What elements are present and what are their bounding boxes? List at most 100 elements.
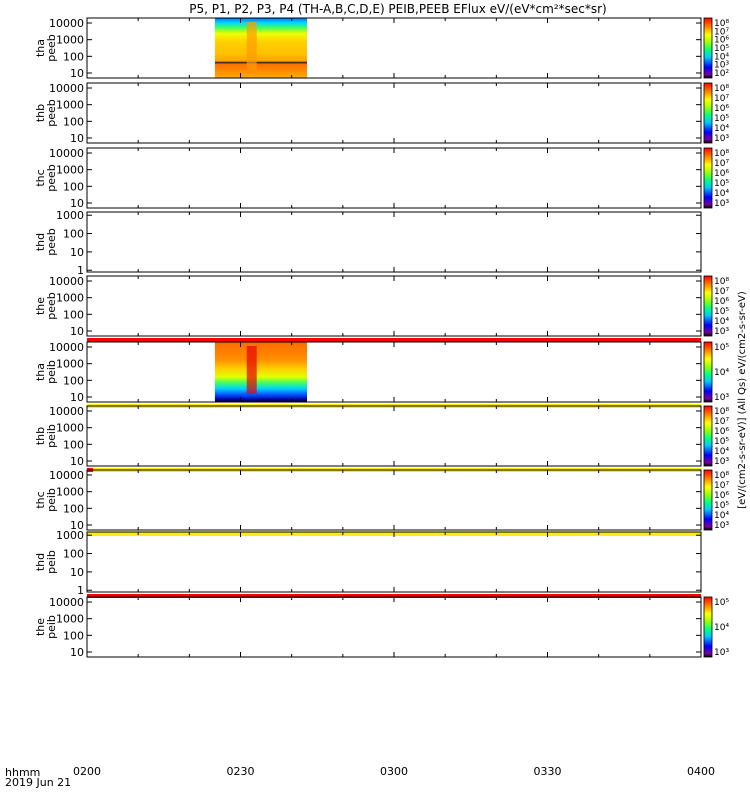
panel-frame — [86, 469, 702, 531]
colorbar-tick-label: 10⁸ — [714, 149, 729, 159]
colorbar-tick-label: 10⁷ — [714, 159, 729, 169]
colorbar-tick-label: 10⁵ — [714, 501, 729, 511]
colorbar-tick-label: 10³ — [714, 199, 729, 209]
y-axis-label: thb — [34, 104, 47, 122]
y-tick-label: 100 — [63, 50, 84, 63]
x-tick-label: 0200 — [73, 765, 101, 778]
colorbar — [703, 275, 713, 337]
y-axis-label: peeb — [45, 34, 58, 62]
y-tick-label: 1000 — [56, 99, 84, 112]
y-tick-label: 1000 — [56, 422, 84, 435]
y-axis-label: the — [34, 618, 47, 636]
y-tick-label: 100 — [63, 629, 84, 642]
colorbar-tick-label: 10³ — [714, 393, 729, 403]
panels: 10000100010010thapeeb10⁸10⁷10⁶10⁵10⁴10³1… — [34, 17, 729, 659]
colorbar-tick-label: 10⁷ — [714, 94, 729, 104]
y-tick-label: 10000 — [49, 341, 84, 354]
y-axis-label: peib — [45, 424, 58, 448]
y-axis-label: peib — [45, 488, 58, 512]
colorbar-tick-label: 10⁵ — [714, 114, 729, 124]
colorbar-tick-label: 10⁶ — [714, 491, 729, 501]
colorbar-tick-label: 10⁷ — [714, 27, 729, 37]
colorbar — [703, 82, 713, 144]
colorbar — [703, 469, 713, 531]
colorbar-tick-label: 10⁵ — [714, 437, 729, 447]
colorbar-tick-label: 10³ — [714, 61, 729, 71]
colorbar — [703, 17, 713, 79]
y-tick-label: 100 — [63, 228, 84, 241]
spectrogram-burst — [246, 22, 257, 70]
y-tick-label: 1000 — [56, 34, 84, 47]
y-tick-label: 10 — [70, 132, 84, 145]
y-axis-label: tha — [34, 363, 47, 381]
flag-bar — [87, 594, 701, 598]
colorbar-tick-label: 10⁵ — [714, 343, 729, 353]
y-tick-label: 1000 — [56, 486, 84, 499]
x-axis-label-line-1: hhmm — [5, 766, 40, 779]
y-axis-label: the — [34, 297, 47, 315]
y-tick-label: 10 — [70, 455, 84, 468]
y-tick-label: 100 — [63, 438, 84, 451]
y-tick-label: 100 — [63, 502, 84, 515]
colorbar-tick-label: 10⁶ — [714, 427, 729, 437]
spectrogram-burst — [246, 346, 257, 394]
panel-frame — [86, 596, 702, 658]
colorbar-tick-label: 10³ — [714, 457, 729, 467]
panel-frame — [86, 341, 702, 403]
colorbar-tick-label: 10⁸ — [714, 19, 729, 29]
y-tick-label: 100 — [63, 180, 84, 193]
colorbar-tick-label: 10⁴ — [714, 368, 729, 378]
y-tick-label: 100 — [63, 308, 84, 321]
colorbar — [703, 147, 713, 209]
y-tick-label: 1000 — [56, 358, 84, 371]
y-tick-label: 10000 — [49, 469, 84, 482]
y-axis-label: peeb — [45, 292, 58, 320]
colorbar-tick-label: 10⁶ — [714, 169, 729, 179]
flag-bar — [87, 338, 701, 342]
y-tick-label: 100 — [63, 115, 84, 128]
y-axis-label: thb — [34, 427, 47, 445]
y-axis-label: tha — [34, 39, 47, 57]
colorbar-tick-label: 10⁶ — [714, 104, 729, 114]
colorbar-tick-label: 10³ — [714, 134, 729, 144]
y-tick-label: 10 — [70, 646, 84, 659]
panel-frame — [86, 531, 702, 593]
y-axis-label: thd — [34, 233, 47, 251]
colorbar-tick-label: 10⁴ — [714, 447, 729, 457]
x-tick-label: 0230 — [227, 765, 255, 778]
y-tick-label: 1 — [77, 584, 84, 597]
y-tick-label: 1000 — [56, 529, 84, 542]
colorbar — [703, 405, 713, 467]
y-tick-label: 10000 — [49, 405, 84, 418]
y-tick-label: 10 — [70, 519, 84, 532]
x-tick-labels: 0200 0230 0300 0330 0400 — [73, 765, 715, 778]
y-tick-label: 1000 — [56, 613, 84, 626]
x-axis: 0200 0230 0300 0330 0400 hhmm 2019 Jun 21 — [5, 765, 715, 789]
colorbar-tick-label: 10⁴ — [714, 511, 729, 521]
y-axis-label: peib — [45, 360, 58, 384]
y-tick-label: 10000 — [49, 82, 84, 95]
y-tick-label: 100 — [63, 548, 84, 561]
colorbar-tick-label: 10⁸ — [714, 471, 729, 481]
colorbar-tick-label: 10⁸ — [714, 277, 729, 287]
y-tick-label: 10000 — [49, 17, 84, 30]
y-axis-label: thc — [34, 169, 47, 186]
y-tick-label: 10 — [70, 197, 84, 210]
colorbar — [703, 341, 713, 403]
y-axis-label: peib — [45, 550, 58, 574]
colorbar-tick-label: 10⁴ — [714, 189, 729, 199]
colorbar-tick-label: 10⁸ — [714, 84, 729, 94]
spectrogram-block — [214, 342, 308, 402]
colorbar-tick-label: 10⁵ — [714, 44, 729, 54]
y-tick-label: 1 — [77, 264, 84, 277]
